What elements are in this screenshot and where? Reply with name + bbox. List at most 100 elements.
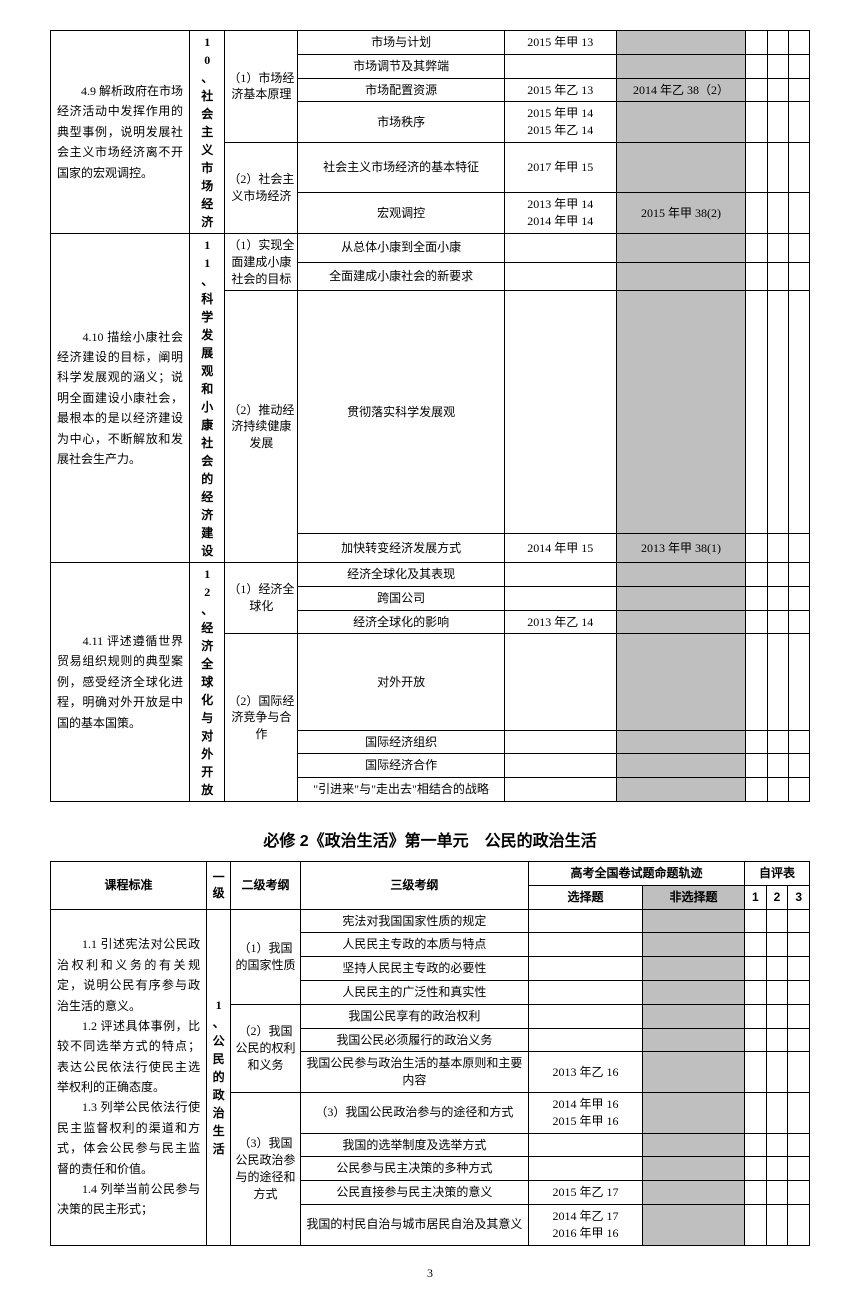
self-eval-cell xyxy=(745,980,767,1004)
self-eval-cell xyxy=(788,193,809,234)
self-eval-cell xyxy=(746,262,767,291)
nonselect-q-cell: 2014 年乙 38（2） xyxy=(616,78,746,102)
hdr-self: 自评表 xyxy=(745,862,810,886)
self-eval-cell xyxy=(745,957,767,981)
level2-cell: （1）经济全球化 xyxy=(225,563,298,634)
self-eval-cell xyxy=(745,1157,767,1181)
nonselect-q-cell xyxy=(643,909,745,933)
select-q-cell: 2013 年乙 14 xyxy=(504,610,616,634)
level3-cell: 跨国公司 xyxy=(298,586,504,610)
level2-cell: （2）我国公民的权利和义务 xyxy=(231,1004,301,1092)
self-eval-cell xyxy=(788,610,809,634)
self-eval-cell xyxy=(767,142,788,192)
self-eval-cell xyxy=(767,262,788,291)
self-eval-cell xyxy=(746,193,767,234)
self-eval-cell xyxy=(767,610,788,634)
hdr-1: 1 xyxy=(745,885,767,909)
level3-cell: 市场配置资源 xyxy=(298,78,504,102)
select-q-cell xyxy=(504,754,616,778)
level3-cell: 经济全球化的影响 xyxy=(298,610,504,634)
syllabus-table-2: 课程标准 一级 二级考纲 三级考纲 高考全国卷试题命题轨迹 自评表 选择题 非选… xyxy=(50,861,810,1246)
self-eval-cell xyxy=(767,730,788,754)
hdr-standard: 课程标准 xyxy=(51,862,207,910)
self-eval-cell xyxy=(746,102,767,143)
hdr-3: 3 xyxy=(788,885,810,909)
self-eval-cell xyxy=(788,957,810,981)
self-eval-cell xyxy=(745,1052,767,1093)
self-eval-cell xyxy=(788,142,809,192)
level3-cell: 我国公民必须履行的政治义务 xyxy=(300,1028,528,1052)
self-eval-cell xyxy=(788,980,810,1004)
nonselect-q-cell xyxy=(643,1133,745,1157)
nonselect-q-cell xyxy=(616,610,746,634)
select-q-cell xyxy=(504,291,616,534)
self-eval-cell xyxy=(766,1133,788,1157)
select-q-cell xyxy=(528,957,642,981)
self-eval-cell xyxy=(788,534,809,563)
self-eval-cell xyxy=(745,1181,767,1205)
self-eval-cell xyxy=(767,291,788,534)
nonselect-q-cell xyxy=(616,31,746,55)
self-eval-cell xyxy=(746,78,767,102)
level3-cell: 坚持人民民主专政的必要性 xyxy=(300,957,528,981)
self-eval-cell xyxy=(766,1028,788,1052)
nonselect-q-cell xyxy=(643,933,745,957)
self-eval-cell xyxy=(788,1204,810,1245)
level3-cell: 市场与计划 xyxy=(298,31,504,55)
select-q-cell xyxy=(528,909,642,933)
select-q-cell: 2014 年甲 162015 年甲 16 xyxy=(528,1092,642,1133)
self-eval-cell xyxy=(746,730,767,754)
self-eval-cell xyxy=(766,1204,788,1245)
self-eval-cell xyxy=(746,31,767,55)
self-eval-cell xyxy=(788,754,809,778)
self-eval-cell xyxy=(745,909,767,933)
nonselect-q-cell xyxy=(643,1092,745,1133)
self-eval-cell xyxy=(766,1092,788,1133)
level3-cell: 宏观调控 xyxy=(298,193,504,234)
self-eval-cell xyxy=(746,563,767,587)
self-eval-cell xyxy=(788,1004,810,1028)
section-heading: 必修 2《政治生活》第一单元 公民的政治生活 xyxy=(50,827,810,851)
course-standard-cell: 4.10 描绘小康社会经济建设的目标，阐明科学发展观的涵义；说明全面建设小康社会… xyxy=(51,234,190,563)
nonselect-q-cell xyxy=(616,563,746,587)
self-eval-cell xyxy=(745,1004,767,1028)
self-eval-cell xyxy=(745,933,767,957)
self-eval-cell xyxy=(766,1052,788,1093)
self-eval-cell xyxy=(788,933,810,957)
nonselect-q-cell xyxy=(643,1204,745,1245)
self-eval-cell xyxy=(788,1181,810,1205)
select-q-cell xyxy=(504,778,616,802)
nonselect-q-cell: 2013 年甲 38(1) xyxy=(616,534,746,563)
level3-cell: 从总体小康到全面小康 xyxy=(298,234,504,263)
self-eval-cell xyxy=(746,610,767,634)
self-eval-cell xyxy=(767,78,788,102)
nonselect-q-cell xyxy=(616,634,746,730)
select-q-cell: 2014 年甲 15 xyxy=(504,534,616,563)
self-eval-cell xyxy=(788,1157,810,1181)
self-eval-cell xyxy=(788,78,809,102)
level1-cell: 1、公民的政治生活 xyxy=(207,909,231,1245)
select-q-cell xyxy=(504,54,616,78)
nonselect-q-cell xyxy=(616,730,746,754)
self-eval-cell xyxy=(746,291,767,534)
self-eval-cell xyxy=(767,54,788,78)
self-eval-cell xyxy=(766,1004,788,1028)
select-q-cell xyxy=(504,634,616,730)
self-eval-cell xyxy=(767,31,788,55)
select-q-cell xyxy=(504,234,616,263)
self-eval-cell xyxy=(788,634,809,730)
select-q-cell xyxy=(528,1028,642,1052)
level3-cell: 我国的村民自治与城市居民自治及其意义 xyxy=(300,1204,528,1245)
self-eval-cell xyxy=(788,586,809,610)
nonselect-q-cell xyxy=(643,1052,745,1093)
self-eval-cell xyxy=(767,586,788,610)
select-q-cell xyxy=(528,933,642,957)
self-eval-cell xyxy=(788,778,809,802)
level3-cell: 市场调节及其弊端 xyxy=(298,54,504,78)
self-eval-cell xyxy=(788,909,810,933)
level2-cell: （3）我国公民政治参与的途径和方式 xyxy=(231,1092,301,1245)
nonselect-q-cell xyxy=(616,54,746,78)
self-eval-cell xyxy=(788,54,809,78)
self-eval-cell xyxy=(766,909,788,933)
course-standard-cell: 1.1 引述宪法对公民政治权利和义务的有关规定，说明公民有序参与政治生活的意义。… xyxy=(51,909,207,1245)
